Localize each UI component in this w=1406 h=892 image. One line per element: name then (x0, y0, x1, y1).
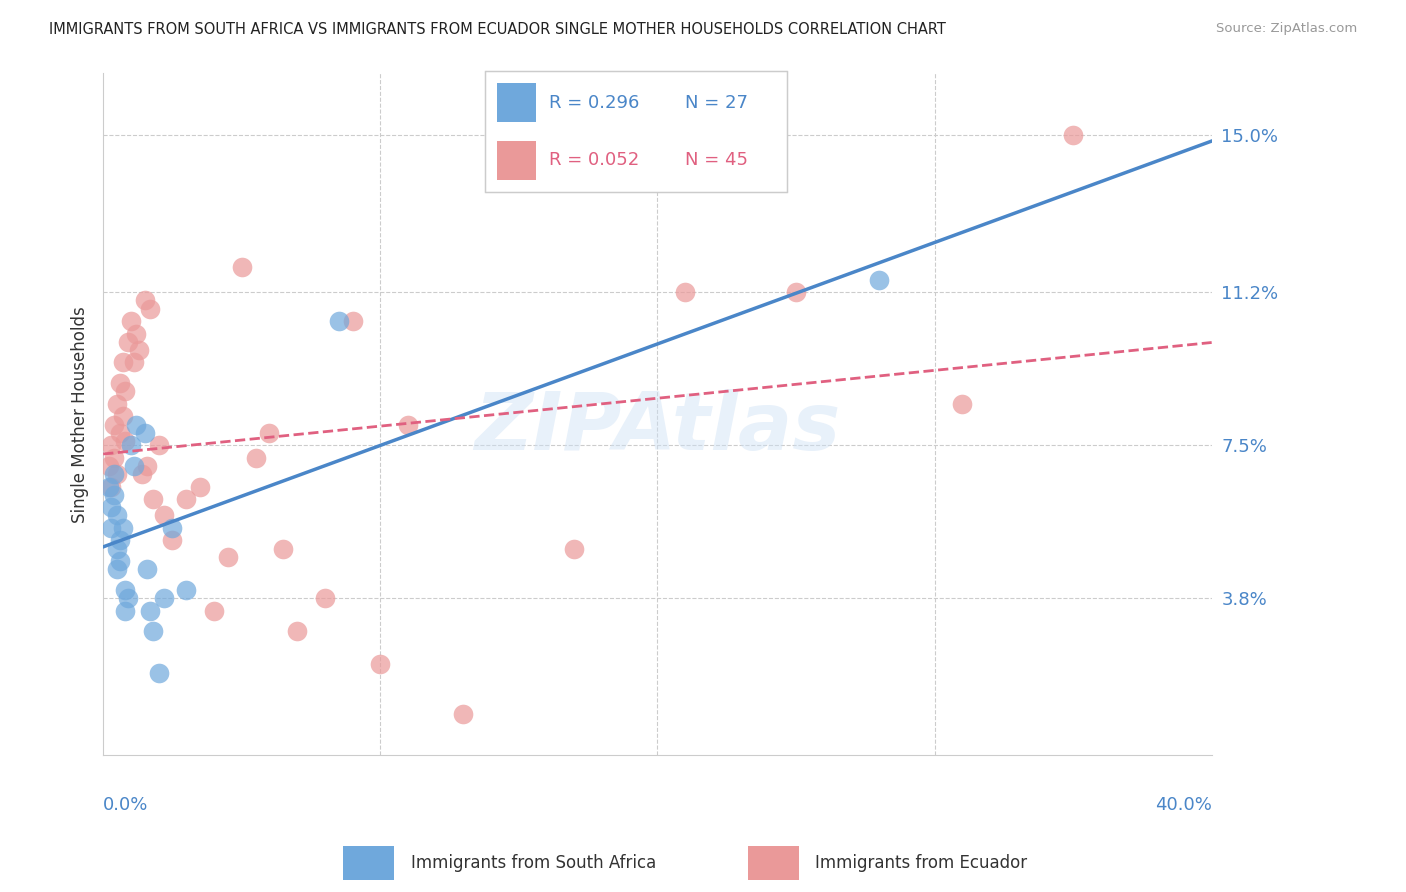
Point (108, 425, 131, 440)
Point (134, 293, 156, 308)
Text: R = 0.296: R = 0.296 (548, 94, 638, 112)
Point (131, 467, 153, 482)
Point (396, 417, 419, 432)
Point (100, 521, 122, 535)
Y-axis label: Single Mother Households: Single Mother Households (72, 306, 89, 523)
Point (111, 409, 134, 424)
Point (117, 334, 139, 349)
Point (259, 425, 281, 440)
Point (114, 582, 136, 597)
Point (100, 438, 122, 452)
Point (139, 604, 162, 618)
Bar (748, 846, 799, 880)
Text: Immigrants from South Africa: Immigrants from South Africa (411, 854, 655, 872)
Point (142, 624, 165, 639)
Text: Immigrants from Ecuador: Immigrants from Ecuador (815, 854, 1028, 872)
Point (128, 343, 150, 357)
Text: IMMIGRANTS FROM SOUTH AFRICA VS IMMIGRANTS FROM ECUADOR SINGLE MOTHER HOUSEHOLDS: IMMIGRANTS FROM SOUTH AFRICA VS IMMIGRAN… (49, 22, 946, 37)
Point (868, 273, 890, 287)
Point (1062, 128, 1084, 142)
Text: N = 27: N = 27 (685, 94, 748, 112)
Text: ZIPAtlas: ZIPAtlas (474, 389, 841, 467)
Point (231, 260, 253, 275)
Point (111, 355, 134, 369)
Point (139, 301, 162, 316)
Point (148, 438, 170, 452)
Point (202, 604, 225, 618)
Point (114, 434, 136, 448)
Text: 40.0%: 40.0% (1154, 797, 1212, 814)
Point (105, 508, 128, 523)
Point (342, 314, 364, 328)
Text: N = 45: N = 45 (685, 152, 748, 169)
Point (120, 438, 142, 452)
Bar (498, 141, 537, 179)
Point (108, 533, 131, 548)
Point (120, 314, 142, 328)
Point (174, 491, 197, 506)
Point (950, 397, 973, 411)
Point (153, 591, 176, 606)
Point (174, 582, 197, 597)
Point (453, 706, 475, 721)
Point (125, 326, 148, 341)
Point (103, 450, 125, 465)
Point (125, 417, 148, 432)
Point (314, 591, 336, 606)
Point (105, 541, 128, 556)
Bar (343, 846, 394, 880)
Point (103, 467, 125, 482)
Point (122, 458, 145, 473)
Point (114, 384, 136, 399)
Point (162, 521, 184, 535)
Point (108, 554, 131, 568)
Point (328, 314, 350, 328)
Point (117, 591, 139, 606)
Text: R = 0.052: R = 0.052 (548, 152, 638, 169)
Point (122, 355, 145, 369)
Point (105, 562, 128, 576)
Point (105, 467, 128, 482)
Point (562, 541, 585, 556)
Point (100, 479, 122, 493)
Point (97, 458, 120, 473)
Point (111, 521, 134, 535)
Point (271, 541, 294, 556)
Point (103, 488, 125, 502)
Point (103, 417, 125, 432)
Point (105, 397, 128, 411)
Point (114, 604, 136, 618)
Point (673, 285, 696, 300)
Point (153, 508, 176, 523)
Point (97, 479, 120, 493)
Point (108, 376, 131, 391)
Point (368, 657, 391, 672)
Point (188, 479, 211, 493)
Point (245, 450, 267, 465)
Point (785, 285, 807, 300)
Bar (498, 84, 537, 122)
Point (148, 665, 170, 680)
Point (136, 562, 159, 576)
Point (100, 500, 122, 515)
Point (217, 549, 239, 564)
Point (136, 458, 159, 473)
Text: 0.0%: 0.0% (103, 797, 149, 814)
Text: Source: ZipAtlas.com: Source: ZipAtlas.com (1216, 22, 1357, 36)
Point (162, 533, 184, 548)
Point (142, 491, 165, 506)
Point (285, 624, 308, 639)
Point (134, 425, 156, 440)
